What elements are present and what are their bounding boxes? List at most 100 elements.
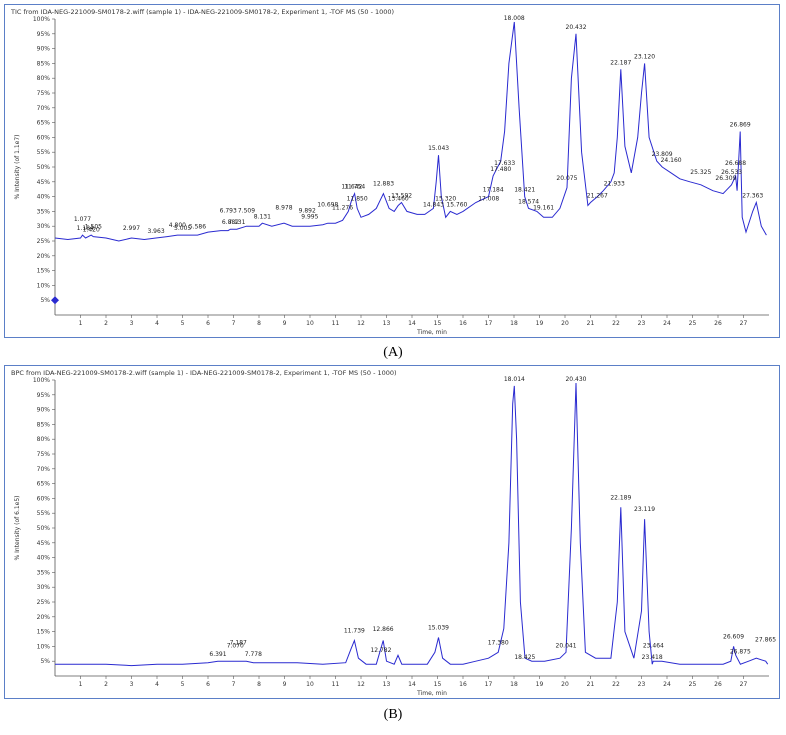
y-tick-label: 95% bbox=[37, 392, 51, 399]
y-tick-label: 35% bbox=[37, 208, 51, 215]
y-tick-label: 95% bbox=[37, 31, 51, 38]
peak-label: 11.739 bbox=[344, 628, 365, 635]
chart-svg-b: 1 2 3 4 5 6 7 8 9 10 11 12 13 14 15 16 17 18 19 20 21 22 23 24 2… bbox=[14, 376, 776, 697]
peak-label: 15.043 bbox=[428, 145, 449, 152]
baseline-marker-icon bbox=[51, 296, 59, 305]
y-tick-label: 100% bbox=[33, 16, 50, 23]
peak-label: 12.883 bbox=[373, 181, 394, 188]
x-tick-label: 7 bbox=[232, 681, 236, 688]
chart-title-b: BPC from IDA-NEG-221009-SM0178-2.wiff (s… bbox=[11, 369, 397, 377]
peak-label: 26.533 bbox=[721, 169, 742, 176]
y-tick-label: 80% bbox=[37, 436, 51, 443]
peak-label: 9.892 bbox=[299, 207, 316, 214]
chart-panel-a: TIC from IDA-NEG-221009-SM0178-2.wiff (s… bbox=[4, 4, 780, 338]
y-tick-label: 50% bbox=[37, 164, 51, 171]
peak-label: 18.425 bbox=[514, 654, 535, 661]
y-tick-label: 5% bbox=[40, 658, 50, 665]
peak-label: 9.995 bbox=[301, 213, 318, 220]
y-tick-label: 70% bbox=[37, 466, 51, 473]
y-tick-label: 45% bbox=[37, 179, 51, 186]
peak-label: 17.184 bbox=[483, 187, 504, 194]
x-tick-label: 9 bbox=[283, 320, 287, 327]
x-tick-label: 16 bbox=[459, 320, 467, 327]
peak-label: 7.070 bbox=[227, 642, 244, 649]
x-tick-label: 14 bbox=[408, 681, 416, 688]
peak-label: 7.131 bbox=[228, 219, 245, 226]
x-tick-label: 8 bbox=[257, 320, 261, 327]
peak-label: 21.267 bbox=[587, 193, 608, 200]
x-tick-label: 27 bbox=[740, 681, 748, 688]
peak-label: 5.586 bbox=[189, 224, 206, 231]
x-tick-label: 5 bbox=[181, 320, 185, 327]
x-tick-label: 1 bbox=[79, 681, 83, 688]
peak-label: 23.120 bbox=[634, 53, 655, 60]
peak-label: 11.276 bbox=[332, 204, 353, 211]
x-tick-label: 15 bbox=[434, 681, 442, 688]
x-tick-label: 19 bbox=[536, 320, 544, 327]
x-tick-label: 20 bbox=[561, 320, 569, 327]
x-tick-label: 4 bbox=[155, 320, 159, 327]
y-tick-label: 85% bbox=[37, 421, 51, 428]
y-tick-label: 100% bbox=[33, 377, 50, 384]
peak-label: 15.039 bbox=[428, 625, 449, 632]
peak-label: 2.997 bbox=[123, 225, 140, 232]
y-tick-label: 90% bbox=[37, 407, 51, 414]
peak-label: 7.778 bbox=[245, 651, 262, 658]
y-tick-label: 25% bbox=[37, 599, 51, 606]
x-tick-label: 21 bbox=[587, 320, 595, 327]
peak-label: 1.184 bbox=[77, 225, 94, 232]
x-tick-label: 18 bbox=[510, 320, 518, 327]
peak-label: 8.978 bbox=[275, 204, 292, 211]
y-tick-label: 60% bbox=[37, 495, 51, 502]
x-tick-label: 27 bbox=[740, 320, 748, 327]
y-tick-label: 30% bbox=[37, 584, 51, 591]
y-tick-label: 15% bbox=[37, 629, 51, 636]
x-tick-label: 25 bbox=[689, 320, 697, 327]
peak-label: 11.642 bbox=[341, 184, 362, 191]
x-tick-label: 19 bbox=[536, 681, 544, 688]
x-tick-label: 6 bbox=[206, 320, 210, 327]
x-tick-label: 6 bbox=[206, 681, 210, 688]
peak-label: 1.077 bbox=[74, 216, 91, 223]
peak-label: 26.869 bbox=[730, 122, 751, 129]
peak-label: 13.592 bbox=[391, 193, 412, 200]
x-tick-label: 14 bbox=[408, 320, 416, 327]
x-tick-label: 26 bbox=[714, 681, 722, 688]
x-tick-label: 10 bbox=[306, 681, 314, 688]
x-tick-label: 1 bbox=[79, 320, 83, 327]
y-tick-label: 60% bbox=[37, 134, 51, 141]
x-tick-label: 20 bbox=[561, 681, 569, 688]
x-tick-label: 13 bbox=[383, 320, 391, 327]
x-tick-label: 23 bbox=[638, 320, 646, 327]
y-tick-label: 80% bbox=[37, 75, 51, 82]
peak-label: 11.754 bbox=[344, 184, 365, 191]
peak-label: 17.633 bbox=[494, 160, 515, 167]
y-tick-label: 40% bbox=[37, 194, 51, 201]
x-tick-label: 11 bbox=[332, 320, 340, 327]
x-tick-label: 2 bbox=[104, 320, 108, 327]
peak-label: 3.963 bbox=[147, 228, 164, 235]
x-tick-label: 2 bbox=[104, 681, 108, 688]
x-tick-label: 4 bbox=[155, 681, 159, 688]
peak-label: 22.187 bbox=[610, 59, 631, 66]
x-tick-label: 10 bbox=[306, 320, 314, 327]
y-tick-label: 30% bbox=[37, 223, 51, 230]
peak-label: 5.005 bbox=[174, 225, 191, 232]
x-tick-label: 3 bbox=[130, 681, 134, 688]
y-tick-label: 10% bbox=[37, 643, 51, 650]
x-tick-label: 25 bbox=[689, 681, 697, 688]
x-tick-label: 22 bbox=[612, 681, 620, 688]
peak-label: 25.325 bbox=[690, 169, 711, 176]
peak-label: 27.865 bbox=[755, 636, 776, 643]
y-axis-title-a: % Intensity (of 1.1e7) bbox=[14, 134, 21, 199]
x-tick-label: 5 bbox=[181, 681, 185, 688]
x-axis-title-a: Time, min bbox=[416, 329, 447, 336]
x-tick-label: 12 bbox=[357, 681, 365, 688]
y-tick-label: 55% bbox=[37, 149, 51, 156]
y-tick-label: 55% bbox=[37, 510, 51, 517]
peak-label: 12.866 bbox=[373, 626, 394, 633]
peak-label: 4.800 bbox=[169, 222, 186, 229]
peak-label: 20.041 bbox=[556, 642, 577, 649]
y-tick-label: 40% bbox=[37, 555, 51, 562]
y-tick-label: 65% bbox=[37, 481, 51, 488]
